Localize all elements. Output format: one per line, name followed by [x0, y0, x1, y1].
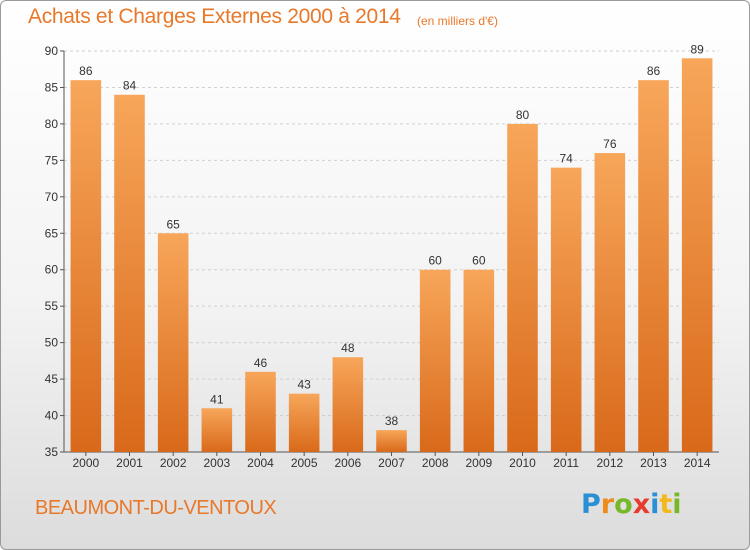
x-tick-label: 2013 — [640, 456, 667, 470]
chart-subtitle: (en milliers d'€) — [417, 14, 498, 28]
x-tick-label: 2004 — [247, 456, 274, 470]
bar-value-label: 80 — [516, 108, 530, 122]
x-tick-label: 2002 — [160, 456, 187, 470]
bar — [70, 80, 102, 452]
y-tick-label: 55 — [45, 299, 59, 313]
bar — [157, 233, 189, 452]
bar-value-label: 86 — [647, 64, 661, 78]
x-tick-label: 2011 — [553, 456, 579, 470]
bar-value-label: 89 — [690, 42, 704, 56]
y-tick-label: 85 — [45, 80, 59, 94]
x-tick-label: 2014 — [684, 456, 711, 470]
y-tick-label: 70 — [45, 190, 59, 204]
bar-value-label: 84 — [123, 79, 137, 93]
x-tick-label: 2012 — [596, 456, 623, 470]
bar-value-label: 74 — [559, 152, 573, 166]
bar — [419, 269, 451, 452]
x-tick-label: 2005 — [291, 456, 318, 470]
y-tick-label: 35 — [45, 445, 59, 459]
bar-value-label: 60 — [472, 254, 486, 268]
logo-letter: r — [600, 489, 615, 520]
y-tick-label: 75 — [45, 153, 59, 167]
bar-value-label: 46 — [254, 356, 268, 370]
bar — [550, 167, 582, 452]
x-tick-label: 2003 — [203, 456, 230, 470]
bar-value-label: 43 — [297, 378, 311, 392]
bar-value-label: 76 — [603, 137, 617, 151]
y-tick-label: 90 — [45, 44, 59, 58]
logo-letter: x — [632, 489, 651, 520]
bar-value-label: 38 — [385, 414, 399, 428]
x-tick-label: 2008 — [422, 456, 449, 470]
x-tick-label: 2000 — [72, 456, 99, 470]
x-tick-label: 2001 — [116, 456, 143, 470]
proxiti-logo: Proxiti — [581, 489, 682, 520]
logo-letter: i — [672, 489, 682, 520]
bar — [376, 430, 407, 452]
bar-value-label: 65 — [166, 217, 180, 231]
bar — [463, 269, 495, 452]
logo-letter: i — [650, 489, 660, 520]
bar-value-label: 41 — [210, 392, 224, 406]
logo-letter: P — [581, 489, 601, 520]
y-tick-label: 40 — [45, 409, 59, 423]
y-tick-label: 45 — [45, 372, 59, 386]
x-tick-label: 2010 — [509, 456, 536, 470]
bar-value-label: 48 — [341, 341, 355, 355]
y-tick-label: 80 — [45, 117, 59, 131]
bar — [681, 58, 713, 453]
x-tick-label: 2006 — [334, 456, 361, 470]
bar — [332, 357, 364, 452]
x-tick-label: 2007 — [378, 456, 405, 470]
bar — [201, 408, 233, 452]
bar — [638, 80, 669, 452]
bars — [70, 58, 713, 453]
logo-letter: o — [614, 489, 633, 520]
bar — [594, 153, 626, 452]
x-tick-labels: 2000 2001 2002 2003 2004 2005 2006 2007 2008 2009… — [72, 456, 710, 470]
commune-name: BEAUMONT-DU-VENTOUX — [35, 497, 277, 519]
x-tick-label: 2009 — [465, 456, 492, 470]
data-labels: 86 84 65 41 46 43 48 38 60 60 80 74 76 86 89 — [79, 42, 704, 428]
bar-value-label: 60 — [428, 254, 442, 268]
bar-value-label: 86 — [79, 64, 93, 78]
y-tick-labels: 35 40 45 50 55 60 65 70 75 80 85 90 — [45, 44, 59, 459]
bar — [288, 393, 320, 452]
chart-title: Achats et Charges Externes 2000 à 2014 — [28, 5, 401, 28]
y-tick-label: 50 — [45, 336, 59, 350]
bar — [114, 94, 145, 452]
logo-letter: t — [659, 489, 673, 520]
y-tick-label: 65 — [45, 226, 59, 240]
bar — [245, 371, 276, 452]
bar — [507, 123, 538, 452]
y-tick-label: 60 — [45, 263, 59, 277]
